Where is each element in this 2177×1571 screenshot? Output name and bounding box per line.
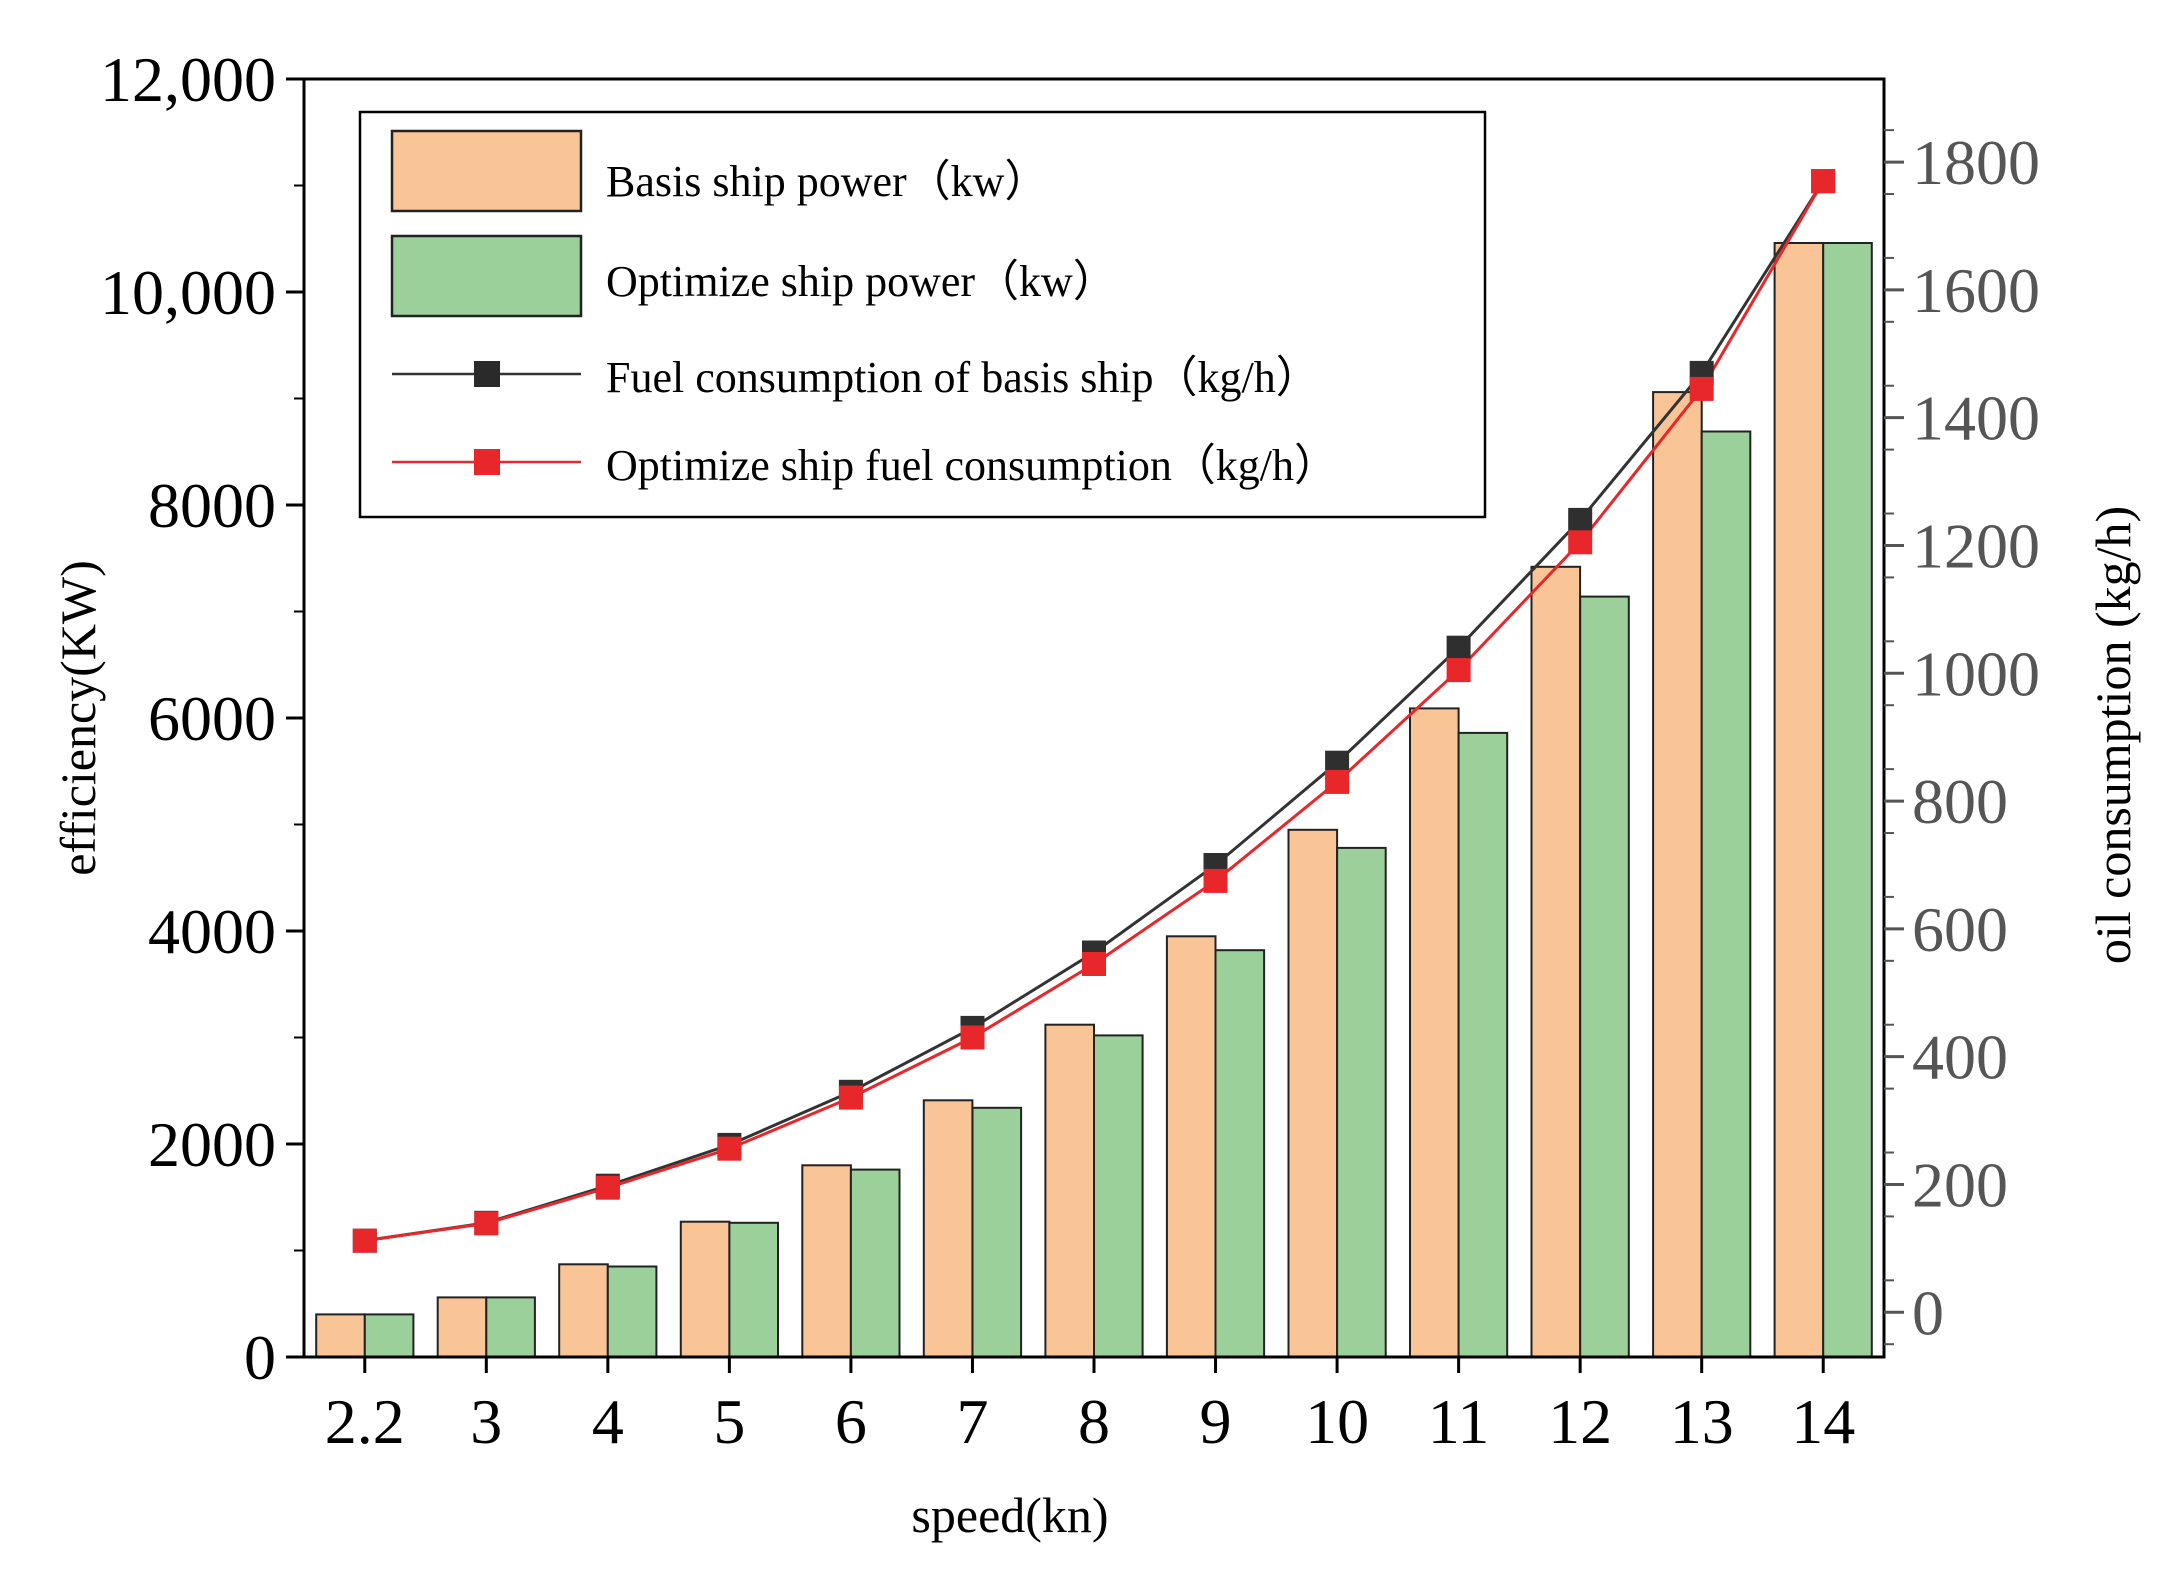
x-tick-label: 14 <box>1791 1386 1855 1457</box>
bar-optimize-power-4 <box>606 1265 658 1358</box>
bar-basis-power-10 <box>1287 828 1339 1358</box>
bar-optimize-power-2.2 <box>363 1313 415 1359</box>
x-tick-label: 4 <box>592 1386 624 1457</box>
bar-basis-power-9 <box>1165 935 1217 1358</box>
legend-label-optimize-fuel: Optimize ship fuel consumption（kg/h） <box>606 441 1338 490</box>
point-optimize-fuel-6 <box>838 1085 863 1110</box>
y2-tick-label: 1600 <box>1912 255 2040 326</box>
y-tick-label: 8000 <box>148 470 276 541</box>
bar-optimize-power-9 <box>1214 949 1266 1358</box>
x-tick-label: 8 <box>1078 1386 1110 1457</box>
y-tick-label: 12,000 <box>100 44 276 115</box>
point-basis-fuel-12 <box>1568 507 1593 532</box>
legend-label-optimize-power: Optimize ship power（kw） <box>606 257 1117 306</box>
x-tick-label: 3 <box>470 1386 502 1457</box>
bar-basis-power-6 <box>801 1164 852 1359</box>
y2-tick-label: 1000 <box>1912 638 2040 709</box>
bar-optimize-power-14 <box>1822 242 1873 1358</box>
y2-tick-label: 800 <box>1912 766 2008 837</box>
bar-basis-power-12 <box>1530 565 1582 1358</box>
legend-marker-optimize-fuel <box>474 449 500 475</box>
y-tick-label: 0 <box>244 1322 276 1393</box>
point-basis-fuel-11 <box>1446 635 1471 660</box>
bar-basis-power-7 <box>922 1099 974 1359</box>
x-tick-label: 11 <box>1428 1386 1490 1457</box>
y2-tick-label: 0 <box>1912 1277 1944 1348</box>
bar-optimize-power-7 <box>971 1106 1023 1359</box>
x-tick-label: 9 <box>1200 1386 1232 1457</box>
point-optimize-fuel-13 <box>1689 376 1714 401</box>
x-tick-label: 2.2 <box>325 1386 405 1457</box>
x-tick-label: 13 <box>1670 1386 1734 1457</box>
x-tick-label: 5 <box>713 1386 745 1457</box>
bar-basis-power-4 <box>558 1263 609 1359</box>
x-tick-label: 6 <box>835 1386 867 1457</box>
y-tick-label: 4000 <box>148 896 276 967</box>
bars <box>315 242 1873 1359</box>
point-optimize-fuel-10 <box>1325 769 1350 794</box>
y-tick-label: 6000 <box>148 683 276 754</box>
bar-basis-power-5 <box>679 1220 731 1358</box>
bar-optimize-power-3 <box>485 1296 536 1359</box>
bar-optimize-power-11 <box>1457 731 1509 1358</box>
y-axis-title: efficiency(KW) <box>50 560 106 876</box>
legend-label-basis-power: Basis ship power（kw） <box>606 157 1048 206</box>
bar-basis-power-2.2 <box>315 1313 366 1359</box>
y2-tick-label: 200 <box>1912 1149 2008 1220</box>
bar-basis-power-11 <box>1409 707 1460 1358</box>
x-tick-label: 10 <box>1305 1386 1369 1457</box>
point-optimize-fuel-7 <box>960 1025 985 1050</box>
y2-axis-title: oil consumption (kg/h) <box>2085 506 2141 964</box>
y2-tick-label: 1200 <box>1912 510 2040 581</box>
point-optimize-fuel-9 <box>1203 868 1228 893</box>
point-optimize-fuel-11 <box>1446 658 1471 683</box>
y2-tick-label: 400 <box>1912 1022 2008 1093</box>
legend-swatch-optimize-power <box>390 234 583 318</box>
point-optimize-fuel-12 <box>1568 530 1593 555</box>
bar-basis-power-8 <box>1044 1023 1096 1358</box>
x-tick-label: 12 <box>1548 1386 1612 1457</box>
point-optimize-fuel-4 <box>595 1175 620 1200</box>
y-tick-label: 2000 <box>148 1109 276 1180</box>
point-optimize-fuel-8 <box>1082 952 1106 976</box>
legend-marker-basis-fuel <box>474 361 500 387</box>
x-axis-title: speed(kn) <box>911 1487 1108 1543</box>
point-optimize-fuel-5 <box>717 1136 742 1161</box>
bar-optimize-power-12 <box>1579 595 1630 1358</box>
bar-optimize-power-8 <box>1093 1034 1144 1359</box>
lines <box>352 169 1836 1253</box>
y2-tick-label: 1400 <box>1912 383 2040 454</box>
bar-basis-power-14 <box>1773 242 1825 1358</box>
axes: 0 2000 4000 6000 8000 10,000 12,000 0 200 400 600 8… <box>100 44 2040 1457</box>
point-optimize-fuel-3 <box>474 1211 499 1236</box>
bar-basis-power-3 <box>436 1296 488 1359</box>
legend: Basis ship power（kw） Optimize ship power… <box>358 110 1487 519</box>
x-tick-label: 7 <box>956 1386 988 1457</box>
y2-tick-label: 600 <box>1912 894 2008 965</box>
legend-label-basis-fuel: Fuel consumption of basis ship（kg/h） <box>606 353 1320 402</box>
legend-swatch-basis-power <box>390 129 583 213</box>
point-optimize-fuel-2.2 <box>352 1228 377 1253</box>
bar-optimize-power-13 <box>1700 430 1752 1358</box>
y-tick-label: 10,000 <box>100 257 276 328</box>
bar-optimize-power-5 <box>728 1221 780 1359</box>
point-optimize-fuel-14 <box>1811 169 1836 194</box>
bar-optimize-power-6 <box>849 1168 901 1358</box>
bar-basis-power-13 <box>1652 391 1703 1359</box>
y2-tick-label: 1800 <box>1912 127 2040 198</box>
bar-optimize-power-10 <box>1336 846 1387 1359</box>
